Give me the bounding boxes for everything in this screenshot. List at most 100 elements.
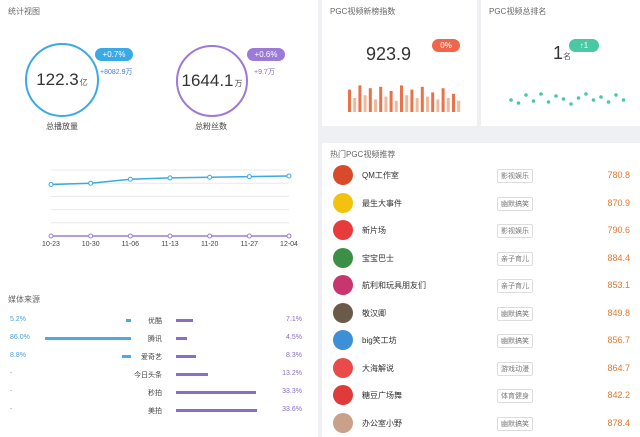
- channel-name[interactable]: 敬汉卿: [362, 308, 386, 318]
- stats-panel: 统计视图 122.3 亿 总播放量 +0.7% +8082.9万 1644.1 …: [0, 0, 318, 437]
- pgc-index-bar: [446, 98, 450, 112]
- x-tick-label: 10-23: [42, 241, 60, 248]
- line-point: [167, 233, 173, 239]
- channel-name[interactable]: QM工作室: [362, 171, 399, 180]
- category-tag: 幽默搞笑: [497, 334, 533, 348]
- channel-name[interactable]: 新片场: [362, 226, 386, 235]
- pgc-index-bar: [457, 100, 461, 112]
- hot-video-row[interactable]: 办公室小野 幽默搞笑 878.4: [322, 409, 640, 436]
- channel-avatar[interactable]: [333, 220, 353, 240]
- media-row: 5.2% 优酷 7.1%: [0, 314, 318, 326]
- hot-title: 热门PGC视频推荐: [330, 150, 396, 159]
- line-point: [286, 173, 292, 179]
- pgc-rank-dot: [539, 92, 543, 96]
- total-plays-circle: 122.3 亿: [25, 43, 99, 117]
- category-tag: 影视娱乐: [497, 169, 533, 183]
- category-tag: 幽默搞笑: [497, 416, 533, 431]
- pgc-index-bar: [384, 96, 388, 112]
- channel-name[interactable]: big笑工坊: [362, 336, 397, 345]
- total-fans-label: 总粉丝数: [195, 122, 227, 131]
- media-source-name: 腾讯: [148, 336, 162, 343]
- pgc-rank-dot: [554, 94, 558, 98]
- hot-video-row[interactable]: 最生大事件 幽默搞笑 870.9: [322, 189, 640, 216]
- channel-avatar[interactable]: [333, 330, 353, 350]
- channel-avatar[interactable]: [333, 165, 353, 185]
- channel-name[interactable]: 办公室小野: [362, 418, 402, 428]
- line-point: [246, 174, 252, 180]
- line-point: [207, 174, 213, 180]
- hot-pgc-panel: 热门PGC视频推荐 QM工作室 影视娱乐 780.8 最生大事件 幽默搞笑 870.9 新片…: [322, 143, 640, 437]
- pgc-index-bar: [420, 86, 424, 112]
- category-tag: 体育健身: [497, 389, 533, 403]
- trend-line-chart: [48, 169, 292, 239]
- total-plays-value: 122.3: [36, 70, 79, 89]
- pgc-rank-dot: [599, 95, 603, 99]
- hot-video-row[interactable]: QM工作室 影视娱乐 780.8: [322, 161, 640, 188]
- x-tick-label: 11-06: [121, 241, 140, 248]
- channel-name[interactable]: 宝宝巴士: [362, 253, 394, 263]
- total-plays-unit: 亿: [79, 78, 88, 87]
- channel-score: 842.2: [607, 390, 630, 400]
- pgc-rank-dot: [516, 101, 521, 105]
- media-left-bar: [45, 337, 131, 340]
- media-right-percent: 33.6%: [282, 406, 302, 413]
- total-fans-circle: 1644.1 万: [176, 45, 248, 117]
- channel-avatar[interactable]: [333, 385, 353, 405]
- line-point: [88, 233, 94, 239]
- channel-avatar[interactable]: [333, 412, 353, 433]
- channel-avatar[interactable]: [333, 247, 353, 268]
- line-point: [286, 233, 292, 239]
- category-tag: 幽默搞笑: [497, 196, 533, 211]
- total-fans-unit: 万: [234, 79, 243, 88]
- hot-video-row[interactable]: 航利和玩具朋友们 亲子育儿 853.1: [322, 271, 640, 298]
- pgc-rank-dot: [524, 93, 528, 97]
- media-left-percent: -: [10, 406, 13, 413]
- hot-video-row[interactable]: 大海解说 游戏动漫 864.7: [322, 354, 640, 381]
- pgc-index-bar: [389, 91, 393, 112]
- channel-name[interactable]: 大海解说: [362, 363, 394, 373]
- media-row: 8.8% 爱奇艺 8.3%: [0, 350, 318, 362]
- media-left-percent: 5.2%: [10, 316, 26, 323]
- pgc-rank-dot: [569, 102, 573, 106]
- media-right-bar: [176, 355, 196, 358]
- category-tag: 影视娱乐: [497, 224, 533, 238]
- media-left-percent: -: [10, 370, 13, 377]
- x-tick-label: 11-20: [200, 241, 219, 248]
- channel-score: 853.1: [607, 280, 630, 290]
- hot-video-row[interactable]: 新片场 影视娱乐 790.6: [322, 216, 640, 243]
- channel-avatar[interactable]: [333, 275, 353, 295]
- line-point: [127, 176, 133, 182]
- media-right-bar: [176, 391, 256, 394]
- channel-avatar[interactable]: [333, 357, 353, 378]
- pgc-rank-dot: [614, 93, 618, 97]
- pgc-rank-change-badge: ↑1: [569, 39, 599, 52]
- channel-avatar[interactable]: [333, 192, 353, 213]
- pgc-index-bar: [363, 95, 367, 112]
- total-fans-delta: +9.7万: [254, 69, 275, 76]
- media-source-name: 爱奇艺: [141, 354, 162, 361]
- hot-video-row[interactable]: 宝宝巴士 亲子育儿 884.4: [322, 244, 640, 271]
- channel-name[interactable]: 最生大事件: [362, 198, 402, 208]
- line-point: [246, 233, 252, 239]
- pgc-rank-panel: PGC视频总排名 1名 ↑1: [481, 0, 640, 126]
- pgc-index-bar: [353, 98, 357, 112]
- media-source-name: 美拍: [148, 408, 162, 415]
- channel-score: 790.6: [607, 225, 630, 235]
- line-point: [48, 182, 54, 188]
- pgc-rank-dot: [576, 96, 581, 100]
- pgc-rank-dot-chart: [509, 92, 626, 106]
- pgc-rank-dot: [509, 98, 513, 102]
- hot-video-row[interactable]: 糖豆广场舞 体育健身 842.2: [322, 381, 640, 408]
- hot-video-row[interactable]: big笑工坊 幽默搞笑 856.7: [322, 326, 640, 353]
- channel-score: 884.4: [607, 252, 630, 263]
- pgc-rank-dot: [546, 100, 551, 104]
- media-right-bar: [176, 409, 257, 412]
- hot-video-row[interactable]: 敬汉卿 幽默搞笑 849.8: [322, 299, 640, 326]
- stats-title: 统计视图: [8, 7, 40, 16]
- channel-name[interactable]: 糖豆广场舞: [362, 391, 402, 400]
- channel-avatar[interactable]: [333, 302, 353, 323]
- line-point: [88, 180, 94, 186]
- x-tick-label: 11-13: [161, 241, 179, 248]
- pgc-index-bar: [426, 96, 429, 112]
- channel-name[interactable]: 航利和玩具朋友们: [362, 281, 426, 290]
